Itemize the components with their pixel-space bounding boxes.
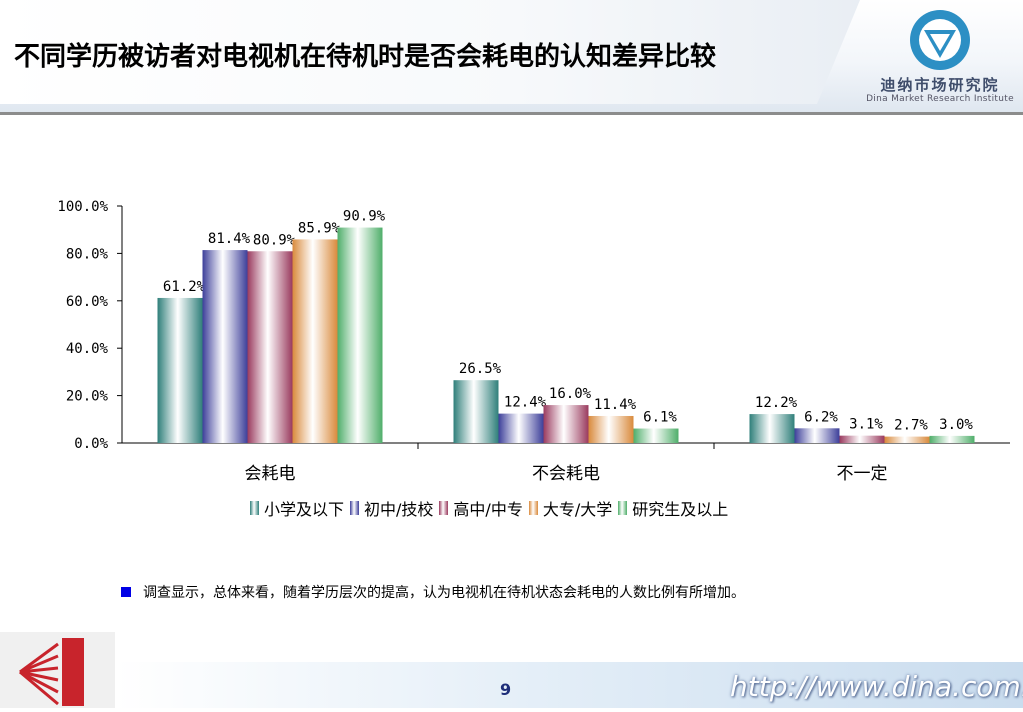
footer-logo [0,632,115,708]
data-label: 6.2% [804,409,838,425]
website-url: http://www.dina.com.cn [730,670,1023,703]
dina-logo-icon [910,10,970,70]
data-label: 81.4% [208,231,251,247]
legend-label: 初中/技校 [364,500,434,519]
bar [929,435,975,443]
bar [749,414,795,443]
y-tick-label: 100.0% [57,199,108,215]
y-tick-label: 40.0% [66,341,109,357]
category-label: 不一定 [837,464,888,484]
slide-footer: 9 http://www.dina.com.cn [0,632,1023,708]
y-tick-label: 20.0% [66,389,109,405]
data-label: 2.7% [894,418,928,434]
data-label: 3.0% [939,417,973,433]
legend-item: 初中/技校 [350,496,433,520]
guoxing-logo-icon [19,638,84,706]
y-tick-label: 80.0% [66,246,109,262]
page-number: 9 [500,680,512,699]
legend-label: 小学及以下 [264,500,345,519]
data-label: 3.1% [849,417,883,433]
data-label: 26.5% [459,361,502,377]
bar [157,297,203,443]
y-tick-label: 0.0% [74,436,108,452]
y-tick-label: 60.0% [66,294,109,310]
data-label: 90.9% [343,209,386,225]
bar [794,428,840,443]
summary-note: 调查显示，总体来看，随着学历层次的提高，认为电视机在待机状态会耗电的人数比例有所… [121,582,745,602]
category-label: 会耗电 [245,464,296,484]
data-label: 12.4% [504,395,547,411]
slide-header: 不同学历被访者对电视机在待机时是否会耗电的认知差异比较 迪纳市场研究院 Dina… [0,0,1023,115]
data-label: 85.9% [298,220,341,236]
brand-subtitle: Dina Market Research Institute [866,94,1014,104]
legend-item: 高中/中专 [439,496,523,520]
bar-chart: 0.0% 20.0% 40.0% 60.0% 80.0% 100.0% 61.2% 81.4%… [57,199,1010,484]
footer-bar [115,662,1023,708]
bar [453,380,499,443]
legend-item: 研究生及以上 [618,496,728,520]
legend-swatch [350,501,360,515]
bar [292,239,338,443]
bar [247,251,293,443]
legend-label: 大专/大学 [542,500,613,519]
legend-item: 小学及以下 [250,496,344,520]
bar [633,428,679,443]
legend-item: 大专/大学 [528,496,613,520]
brand-logo: 迪纳市场研究院 Dina Market Research Institute [860,4,1020,108]
chart-legend: 小学及以下 初中/技校 高中/中专 大专/大学 研究生及以上 [250,497,728,519]
note-text: 调查显示，总体来看，随着学历层次的提高，认为电视机在待机状态会耗电的人数比例有所… [143,585,745,601]
data-label: 12.2% [755,395,798,411]
bar [202,250,248,443]
legend-swatch [618,501,628,515]
page-title: 不同学历被访者对电视机在待机时是否会耗电的认知差异比较 [14,42,717,72]
legend-swatch [250,501,259,515]
legend-label: 高中/中专 [453,500,523,519]
data-label: 80.9% [253,232,296,248]
data-label: 11.4% [594,397,637,413]
bar [588,415,634,443]
bar [839,435,885,443]
square-bullet-icon [121,587,131,597]
bar [337,227,383,443]
brand-name: 迪纳市场研究院 [880,76,1000,94]
bar [543,405,589,443]
data-label: 16.0% [549,386,592,402]
bar [884,436,930,443]
legend-label: 研究生及以上 [632,500,729,519]
data-label: 61.2% [163,279,206,295]
legend-swatch [528,501,538,515]
header-band [0,0,860,104]
data-label: 6.1% [643,410,677,426]
category-label: 不会耗电 [532,464,600,484]
legend-swatch [439,501,449,515]
bar [498,413,544,443]
